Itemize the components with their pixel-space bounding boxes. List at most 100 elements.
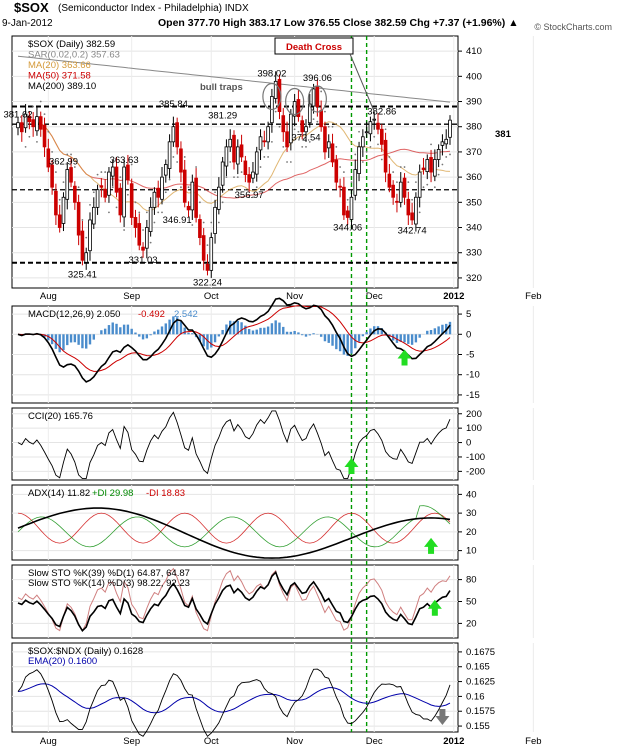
candle-body-92 (364, 131, 369, 134)
macd-hist-bar-42 (175, 317, 179, 335)
candle-body-114 (448, 119, 452, 138)
candle-body-48 (198, 219, 202, 238)
candle-body-57 (232, 134, 236, 163)
ytick-label-0-7: 390 (466, 97, 482, 108)
sar-dot-100 (396, 181, 398, 184)
candle-body-63 (254, 151, 259, 175)
candle-body-26 (114, 166, 119, 193)
sar-dot-57 (233, 176, 235, 179)
sar-dot-49 (202, 221, 205, 224)
ratio-line (17, 668, 451, 737)
legend-cci-0: CCI(20) 165.76 (28, 411, 93, 422)
ohlc-readout: Open 377.70 High 383.17 Low 376.55 Close… (158, 17, 519, 29)
macd-hist-bar-45 (187, 332, 190, 335)
price-label-10: 382.86 (367, 107, 396, 118)
macd-hist-bar-93 (369, 328, 372, 335)
candle-body-35 (148, 206, 153, 232)
price-label-11: 344.06 (333, 222, 362, 233)
macd-hist-bar-64 (259, 327, 262, 335)
death-cross-label: Death Cross (286, 42, 342, 53)
macd-signal-arrow-icon (397, 349, 412, 366)
macd-hist-bar-58 (236, 320, 239, 335)
adx-plus-di-line (17, 505, 451, 548)
candle-body-62 (251, 171, 255, 179)
sar-dot-12 (62, 181, 65, 184)
sar-dot-53 (217, 221, 220, 224)
candle-body-1 (19, 122, 24, 133)
macd-hist-bar-105 (414, 334, 418, 343)
ytick-label-0-8: 400 (466, 71, 482, 82)
candle-body-106 (417, 171, 422, 198)
macd-hist-bar-90 (357, 334, 361, 342)
ytick-label-2-1: 100 (466, 423, 482, 434)
ytick-label-1-0: 5 (466, 309, 471, 320)
sar-dot-67 (270, 140, 273, 143)
macd-hist-bar-10 (54, 334, 58, 349)
sar-dot-33 (142, 229, 144, 231)
macd-hist-bar-112 (441, 324, 444, 335)
macd-line (17, 297, 451, 383)
price-label-12: 342.74 (398, 226, 427, 237)
sar-dot-88 (350, 181, 353, 184)
candle-body-23 (103, 188, 107, 198)
legend-adx-0: ADX(14) 11.82 (28, 488, 90, 499)
xtick-label-bottom-0: Aug (40, 736, 57, 747)
candle-body-21 (95, 189, 100, 208)
candle-body-73 (292, 101, 297, 117)
legend-sto-1: Slow STO %K(14) %D(3) 98.22, 92.23 (28, 578, 190, 589)
sar-dot-39 (164, 191, 167, 194)
panel-frame-2 (11, 407, 459, 481)
macd-hist-bar-110 (433, 328, 437, 335)
legend-ratio-0: $SOX:$NDX (Daily) 0.1628 (28, 646, 143, 657)
sar-dot-32 (138, 211, 141, 214)
macd-hist-bar-40 (168, 319, 171, 335)
ytick-label-4-1: 50 (466, 597, 477, 608)
ytick-label-5-3: 0.16 (466, 691, 485, 702)
legend-adx-1: +DI 29.98 (92, 488, 133, 499)
sar-dot-97 (384, 128, 387, 131)
candle-body-108 (425, 159, 430, 172)
candle-body-85 (338, 185, 342, 188)
macd-hist-bar-33 (141, 334, 145, 340)
panel-frame-0 (11, 35, 459, 289)
macd-hist-bar-106 (418, 334, 421, 338)
macd-hist-bar-63 (255, 329, 258, 335)
ytick-label-4-0: 80 (466, 575, 477, 586)
sar-dot-104 (411, 198, 414, 201)
macd-hist-bar-27 (119, 327, 122, 335)
candle-body-56 (228, 138, 233, 148)
macd-hist-bar-23 (103, 328, 107, 335)
macd-hist-bar-51 (210, 334, 213, 348)
macd-signal-line (17, 305, 451, 372)
macd-hist-bar-78 (312, 333, 315, 335)
sar-dot-77 (308, 140, 311, 143)
sto-slow-line (17, 570, 451, 632)
sar-dot-60 (244, 188, 247, 191)
macd-hist-bar-49 (202, 334, 205, 347)
ytick-label-2-4: -200 (466, 466, 485, 477)
sar-dot-103 (407, 181, 410, 184)
macd-hist-bar-43 (179, 321, 183, 335)
candle-body-97 (383, 139, 388, 173)
candle-body-58 (235, 146, 240, 165)
sar-dot-52 (214, 191, 216, 194)
sar-dot-105 (414, 181, 417, 184)
macd-hist-bar-22 (100, 330, 103, 335)
sar-dot-71 (286, 161, 288, 163)
xtick-label-bottom-6: Feb (525, 736, 541, 747)
macd-hist-bar-39 (164, 323, 167, 335)
sar-dot-79 (316, 120, 319, 123)
macd-hist-bar-34 (145, 334, 149, 339)
sar-dot-70 (282, 145, 285, 148)
macd-hist-bar-95 (376, 326, 380, 335)
sar-dot-95 (377, 143, 379, 146)
candle-body-50 (205, 263, 210, 271)
sar-dot-14 (70, 153, 72, 156)
macd-hist-bar-66 (266, 326, 270, 335)
sar-dot-51 (210, 221, 213, 224)
chart-header: $SOX (Semiconductor Index - Philadelphia… (0, 0, 620, 36)
candle-body-90 (357, 146, 361, 174)
price-label-15: 322.24 (193, 277, 222, 288)
candle-body-83 (330, 143, 335, 163)
sar-dot-68 (274, 110, 277, 113)
